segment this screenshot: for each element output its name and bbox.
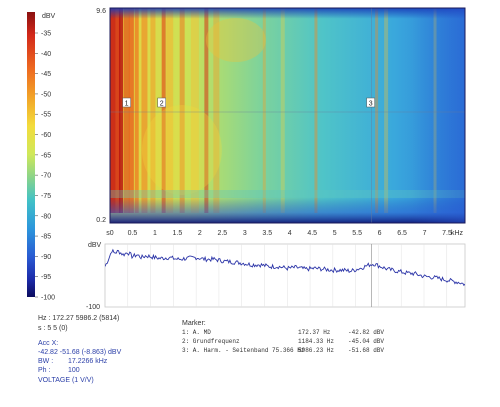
spectrogram-marker-box[interactable] <box>122 97 131 108</box>
spectrogram-x-tick-label: 4.5 <box>307 230 317 237</box>
spectrogram-x-tick-label: 2.5 <box>217 230 227 237</box>
spectrogram-x-tick-label: 4 <box>288 230 292 237</box>
spectrogram-x-tick-label: 6 <box>378 230 382 237</box>
spectrogram-marker-box[interactable] <box>366 97 375 108</box>
spectrum-series-line <box>105 248 465 287</box>
colorbar-tick-label: -60 <box>41 132 51 139</box>
spectrogram-marker-box[interactable] <box>157 97 166 108</box>
spectrogram-x-unit: kHz <box>451 230 464 237</box>
hz-readout: Hz : 172.27 5986.2 (5814) <box>38 315 120 322</box>
marker-title: Marker: <box>182 320 206 327</box>
spectrogram-x-tick-label: 6.5 <box>397 230 407 237</box>
marker-row-1-level: -42.82 dBV <box>348 329 385 336</box>
marker-row-1-freq: 172.37 Hz <box>298 329 331 336</box>
colorbar-tick-label: -85 <box>41 234 51 241</box>
marker-row-3-freq: 5986.23 Hz <box>298 347 335 354</box>
spectrogram-frame <box>109 7 466 224</box>
ph-value: 100 <box>68 367 80 374</box>
colorbar-tick-label: -95 <box>41 274 51 281</box>
spectrogram-x-tick-label: 5.5 <box>352 230 362 237</box>
spectrogram-x-tick-label: 0.5 <box>128 230 138 237</box>
colorbar-tick-label: -55 <box>41 112 51 119</box>
marker-row-3-level: -51.68 dBV <box>348 347 385 354</box>
colorbar-tick-label: -65 <box>41 152 51 159</box>
bw-label: BW : <box>38 358 54 365</box>
marker-row-2-freq: 1184.33 Hz <box>298 338 335 345</box>
colorbar-tick-label: -45 <box>41 71 51 78</box>
spectrogram-marker-label[interactable]: 1 <box>125 101 129 108</box>
colorbar-unit: dBV <box>42 13 56 20</box>
spectrum-plot-frame <box>104 243 466 308</box>
colorbar-tick-label: -80 <box>41 213 51 220</box>
spectrogram-markers[interactable]: 1 2 3 <box>122 97 375 108</box>
spectrogram-x-tick-label: 3 <box>243 230 247 237</box>
colorbar-tick-label: -35 <box>41 31 51 38</box>
colorbar-tick-label: -50 <box>41 91 51 98</box>
colorbar-ticks: -35 -40 -45 -50 -55 -60 -65 -70 -75 -80 -85 -90 -95 -… <box>35 31 55 302</box>
spectrum-plot: dBV -100 <box>86 242 466 311</box>
spectrogram-x-tick-label: 3.5 <box>262 230 272 237</box>
bw-value: 17.2266 kHz <box>68 358 108 365</box>
spectrogram-y-top: 9.6 <box>96 8 106 15</box>
spectrogram-x-tick-label: 7 <box>423 230 427 237</box>
acc-label: Acc X: <box>38 340 59 347</box>
ph-label: Ph : <box>38 367 51 374</box>
spectrum-grid <box>127 244 448 307</box>
spectrogram-right-fade <box>110 8 465 223</box>
voltage-label: VOLTAGE (1 V/V) <box>38 377 94 384</box>
marker-row-3-name[interactable]: 3: A. Harm. - Seitenband 75.366 Hz <box>182 347 305 354</box>
spectrogram-y-bottom: 0.2 <box>96 217 106 224</box>
spectrum-y-unit: dBV <box>88 242 102 249</box>
spectrogram-x-ticks: s0 0.5 1 1.5 2 2.5 3 3.5 4 4.5 5 5.5 6 6.5 7 7.5 <box>106 230 452 237</box>
colorbar <box>27 12 35 297</box>
marker-row-2-level: -45.04 dBV <box>348 338 385 345</box>
colorbar-tick-label: -40 <box>41 51 51 58</box>
marker-row-2-name[interactable]: 2: Grundfrequenz <box>182 338 240 345</box>
colorbar-tick-label: -100 <box>41 295 55 302</box>
marker-row-1-name[interactable]: 1: A. MD <box>182 329 211 336</box>
spectrogram-x-tick-label: 7.5 <box>442 230 452 237</box>
spectrogram-x-tick-label: s0 <box>106 230 114 237</box>
colorbar-tick-label: -90 <box>41 254 51 261</box>
spectrogram: 1 2 3 <box>109 7 466 224</box>
spectrum-y-min: -100 <box>86 304 100 311</box>
spectrogram-x-tick-label: 1 <box>153 230 157 237</box>
spectrogram-x-tick-label: 1.5 <box>173 230 183 237</box>
spectrogram-x-tick-label: 2 <box>198 230 202 237</box>
spectrogram-x-tick-label: 5 <box>333 230 337 237</box>
spectrogram-marker-label[interactable]: 2 <box>160 101 164 108</box>
s-readout: s : 5 5 (0) <box>38 325 68 332</box>
colorbar-tick-label: -70 <box>41 173 51 180</box>
colorbar-tick-label: -75 <box>41 193 51 200</box>
spectrogram-marker-label[interactable]: 3 <box>369 101 373 108</box>
acc-value: -42.82 -51.68 (-8.863) dBV <box>38 349 122 356</box>
